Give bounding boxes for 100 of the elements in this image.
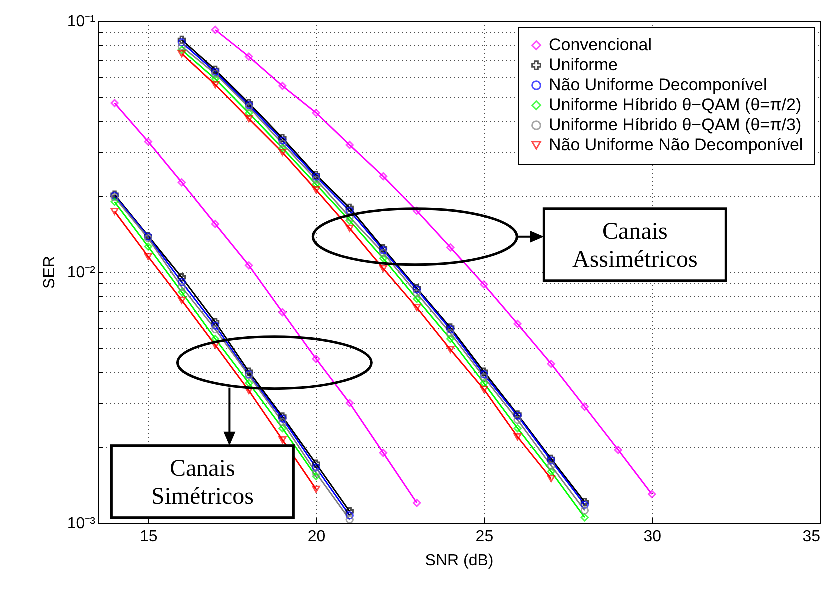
- point: [412, 499, 422, 508]
- point: [144, 242, 152, 251]
- point: [480, 368, 488, 376]
- point: [245, 115, 254, 123]
- point: [514, 433, 522, 441]
- point: [480, 386, 488, 394]
- y-tick-label: 10⁻²: [67, 264, 96, 282]
- point: [446, 335, 455, 344]
- point: [278, 144, 287, 152]
- point: [379, 265, 388, 272]
- point: [480, 373, 488, 382]
- point: [346, 216, 354, 225]
- legend-label: Uniforme Híbrido θ−QAM (θ=π/3): [549, 116, 802, 134]
- point: [379, 254, 388, 263]
- y-axis-title: SER: [41, 256, 58, 289]
- point: [412, 294, 422, 304]
- point: [412, 304, 422, 312]
- x-tick-label: 20: [308, 528, 326, 546]
- legend-label: Uniforme: [549, 56, 618, 74]
- point: [312, 472, 320, 481]
- point: [648, 490, 656, 499]
- point: [547, 462, 556, 470]
- y-tick-label: 10⁻³: [67, 516, 96, 532]
- point: [211, 26, 220, 34]
- point: [580, 514, 590, 522]
- point: [278, 308, 287, 317]
- point: [278, 140, 287, 148]
- point: [178, 278, 186, 286]
- point: [312, 180, 320, 189]
- point: [346, 206, 354, 216]
- point: [379, 448, 388, 458]
- point: [346, 508, 354, 516]
- x-tick-label: 15: [140, 528, 158, 546]
- point: [614, 446, 623, 454]
- point: [312, 464, 320, 472]
- point: [514, 416, 522, 424]
- point: [312, 176, 320, 184]
- x-tick-label: 30: [644, 528, 662, 546]
- point: [178, 50, 186, 58]
- point: [144, 253, 152, 260]
- point: [346, 204, 354, 212]
- x-tick-label: 35: [802, 528, 821, 546]
- annotation: Canais Assimétricos: [572, 218, 698, 273]
- point: [211, 325, 220, 334]
- point: [547, 475, 556, 482]
- legend-label: Convencional: [549, 36, 652, 54]
- point: [178, 296, 186, 304]
- point: [178, 36, 186, 44]
- point: [379, 172, 388, 181]
- point: [580, 402, 590, 412]
- point: [446, 244, 455, 252]
- point: [312, 354, 320, 364]
- point: [278, 424, 287, 433]
- point: [480, 280, 488, 289]
- point: [346, 213, 354, 222]
- point: [178, 46, 186, 54]
- point: [446, 329, 455, 338]
- point: [211, 220, 220, 228]
- point: [346, 224, 354, 232]
- point: [211, 318, 220, 326]
- point: [178, 273, 186, 282]
- point: [211, 75, 220, 84]
- point: [312, 460, 320, 468]
- point: [312, 486, 320, 494]
- legend-label: Não Uniforme Decomponível: [549, 76, 768, 94]
- point: [480, 370, 488, 379]
- point: [144, 138, 152, 146]
- point: [312, 186, 320, 194]
- point: [211, 335, 220, 344]
- point: [514, 320, 522, 328]
- point: [110, 198, 119, 206]
- point: [346, 141, 354, 150]
- point: [446, 346, 455, 354]
- point: [178, 283, 186, 292]
- point: [245, 368, 254, 376]
- point: [580, 498, 590, 506]
- point: [211, 81, 220, 89]
- point: [211, 322, 220, 330]
- point: [312, 469, 320, 478]
- point: [278, 148, 287, 156]
- point: [278, 134, 287, 142]
- point: [312, 108, 320, 118]
- point: [245, 109, 254, 118]
- point: [178, 178, 186, 187]
- point: [245, 262, 254, 270]
- point: [278, 418, 287, 426]
- point: [245, 379, 254, 388]
- legend-label: Uniforme Híbrido θ−QAM (θ=π/2): [549, 96, 802, 114]
- x-tick-label: 25: [476, 528, 494, 546]
- y-tick-label: 10⁻¹: [67, 14, 96, 30]
- point: [547, 468, 556, 476]
- point: [514, 424, 522, 433]
- point: [110, 208, 119, 216]
- point: [480, 379, 488, 388]
- point: [346, 399, 354, 408]
- point: [278, 82, 287, 90]
- point: [412, 206, 422, 216]
- point: [278, 436, 287, 444]
- legend-label: Não Uniforme Não Decomponível: [549, 136, 804, 154]
- point: [245, 52, 254, 61]
